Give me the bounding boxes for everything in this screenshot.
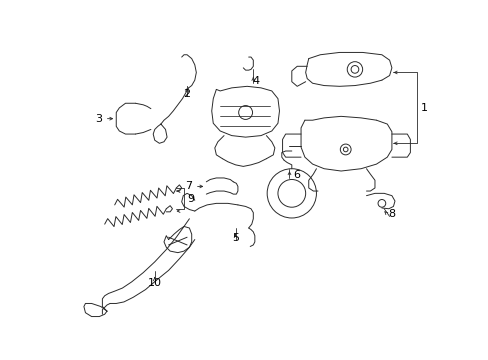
Text: 3: 3 <box>95 114 102 123</box>
Text: 6: 6 <box>293 170 300 180</box>
Text: 5: 5 <box>232 233 239 243</box>
Text: 1: 1 <box>420 103 427 113</box>
Text: 7: 7 <box>184 181 192 192</box>
Text: 8: 8 <box>387 209 395 219</box>
Text: 10: 10 <box>147 278 162 288</box>
Text: 9: 9 <box>187 194 194 204</box>
Text: 2: 2 <box>183 89 190 99</box>
Text: 4: 4 <box>252 76 260 86</box>
